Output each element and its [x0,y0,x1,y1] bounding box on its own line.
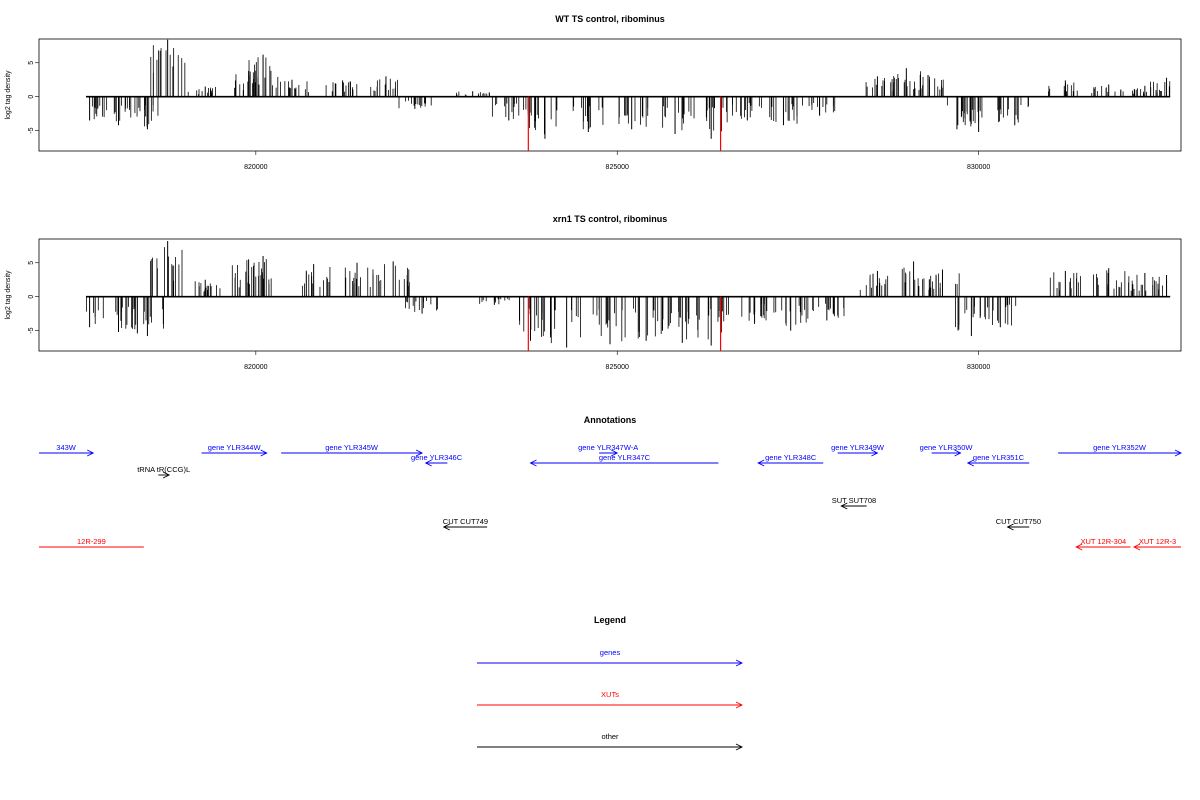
arrow-right-icon [871,449,879,457]
annotation-feature: gene YLR351C [966,453,1030,467]
y-tick-label: 0 [28,295,35,299]
feature-label: 12R-299 [77,537,106,546]
x-tick-label: 830000 [967,364,990,371]
legend-item: other [477,732,744,751]
arrow-right-icon [611,449,619,457]
legend-label: XUTs [601,690,619,699]
feature-label: gene YLR347C [599,453,651,462]
xrn1-coverage-panel: xrn1 TS control, ribominus log2 tag dens… [5,214,1182,371]
arrow-left-icon [1006,523,1014,531]
y-axis-label: log2 tag density [5,70,12,120]
legend-label: other [601,732,619,741]
annotation-feature: gene YLR347C [529,453,719,467]
y-axis: -5 0 5 [28,61,39,134]
annotation-feature: tRNA tR(CCG)L [137,465,190,479]
y-tick-label: 5 [28,61,35,65]
feature-label: CUT CUT749 [443,517,488,526]
feature-label: gene YLR345W [325,443,379,452]
annotation-feature: CUT CUT749 [442,517,488,531]
annotations-track: Annotations 343W gene YLR344W gene YLR345W… [39,415,1183,551]
arrow-left-icon [424,459,432,467]
feature-label: gene YLR351C [973,453,1025,462]
feature-label: CUT CUT750 [996,517,1041,526]
x-axis: 820000 825000 830000 [244,351,990,371]
feature-label: gene YLR344W [208,443,262,452]
arrow-right-icon [735,659,744,667]
arrow-right-icon [87,449,95,457]
annotation-feature: SUT SUT708 [832,496,876,510]
arrow-left-icon [529,459,537,467]
plot-frame [38,38,1182,152]
feature-label: XUT 12R-304 [1080,537,1126,546]
annotation-feature: gene YLR346C [411,453,463,467]
annotation-feature: 12R-299 [39,537,144,548]
arrow-left-icon [1075,543,1083,551]
arrow-right-icon [415,449,424,457]
annotation-feature: XUT 12R-304 [1075,537,1131,551]
y-tick-label: 5 [28,261,35,265]
feature-label: SUT SUT708 [832,496,876,505]
x-tick-label: 820000 [244,364,267,371]
annotation-feature: gene YLR349W [831,443,885,457]
arrow-left-icon [1133,543,1141,551]
annotation-features: 343W gene YLR344W gene YLR345W gene YLR346C… [39,443,1183,551]
annotation-feature: gene YLR344W [201,443,268,457]
y-axis-label: log2 tag density [5,270,12,320]
feature-label: tRNA tR(CCG)L [137,465,190,474]
x-tick-label: 825000 [606,364,629,371]
panel-title: xrn1 TS control, ribominus [553,214,668,224]
annotation-feature: gene YLR348C [757,453,824,467]
arrow-left-icon [966,459,974,467]
arrow-left-icon [757,459,765,467]
feature-label: gene YLR352W [1093,443,1147,452]
arrow-right-icon [162,471,171,479]
x-tick-label: 820000 [244,164,267,171]
feature-label: gene YLR348C [765,453,817,462]
coverage-bars [85,241,1171,351]
feature-label: gene YLR346C [411,453,463,462]
annotation-feature: gene YLR350W [920,443,974,457]
arrow-right-icon [260,449,268,457]
y-axis: -5 0 5 [28,261,39,334]
annotation-feature: CUT CUT750 [996,517,1041,531]
annotation-feature: XUT 12R-3 [1133,537,1181,551]
arrow-right-icon [954,449,962,457]
arrow-left-icon [840,502,848,510]
coverage-bars [85,39,1171,151]
feature-label: XUT 12R-3 [1139,537,1176,546]
arrow-left-icon [442,523,450,531]
annotations-title: Annotations [584,415,637,425]
annotation-feature: gene YLR352W [1058,443,1183,457]
annotation-feature: 343W [39,443,95,457]
plot-frame [38,238,1182,352]
y-tick-label: -5 [28,127,35,133]
legend: Legend genes XUTs other [477,615,744,751]
feature-label: 343W [56,443,77,452]
feature-label: gene YLR347W-A [578,443,638,452]
arrow-right-icon [735,743,744,751]
legend-title: Legend [594,615,626,625]
x-axis: 820000 825000 830000 [244,151,990,171]
feature-label: gene YLR349W [831,443,885,452]
legend-item: genes [477,648,744,667]
panel-title: WT TS control, ribominus [555,14,665,24]
arrow-right-icon [735,701,744,709]
x-tick-label: 830000 [967,164,990,171]
legend-label: genes [600,648,621,657]
annotation-feature: gene YLR347W-A [578,443,638,457]
y-tick-label: -5 [28,327,35,333]
arrow-right-icon [1174,449,1183,457]
x-tick-label: 825000 [606,164,629,171]
y-tick-label: 0 [28,95,35,99]
legend-item: XUTs [477,690,744,709]
legend-items: genes XUTs other [477,648,744,751]
feature-label: gene YLR350W [920,443,974,452]
wt-coverage-panel: WT TS control, ribominus log2 tag densit… [5,14,1182,171]
annotation-feature: gene YLR345W [281,443,424,457]
